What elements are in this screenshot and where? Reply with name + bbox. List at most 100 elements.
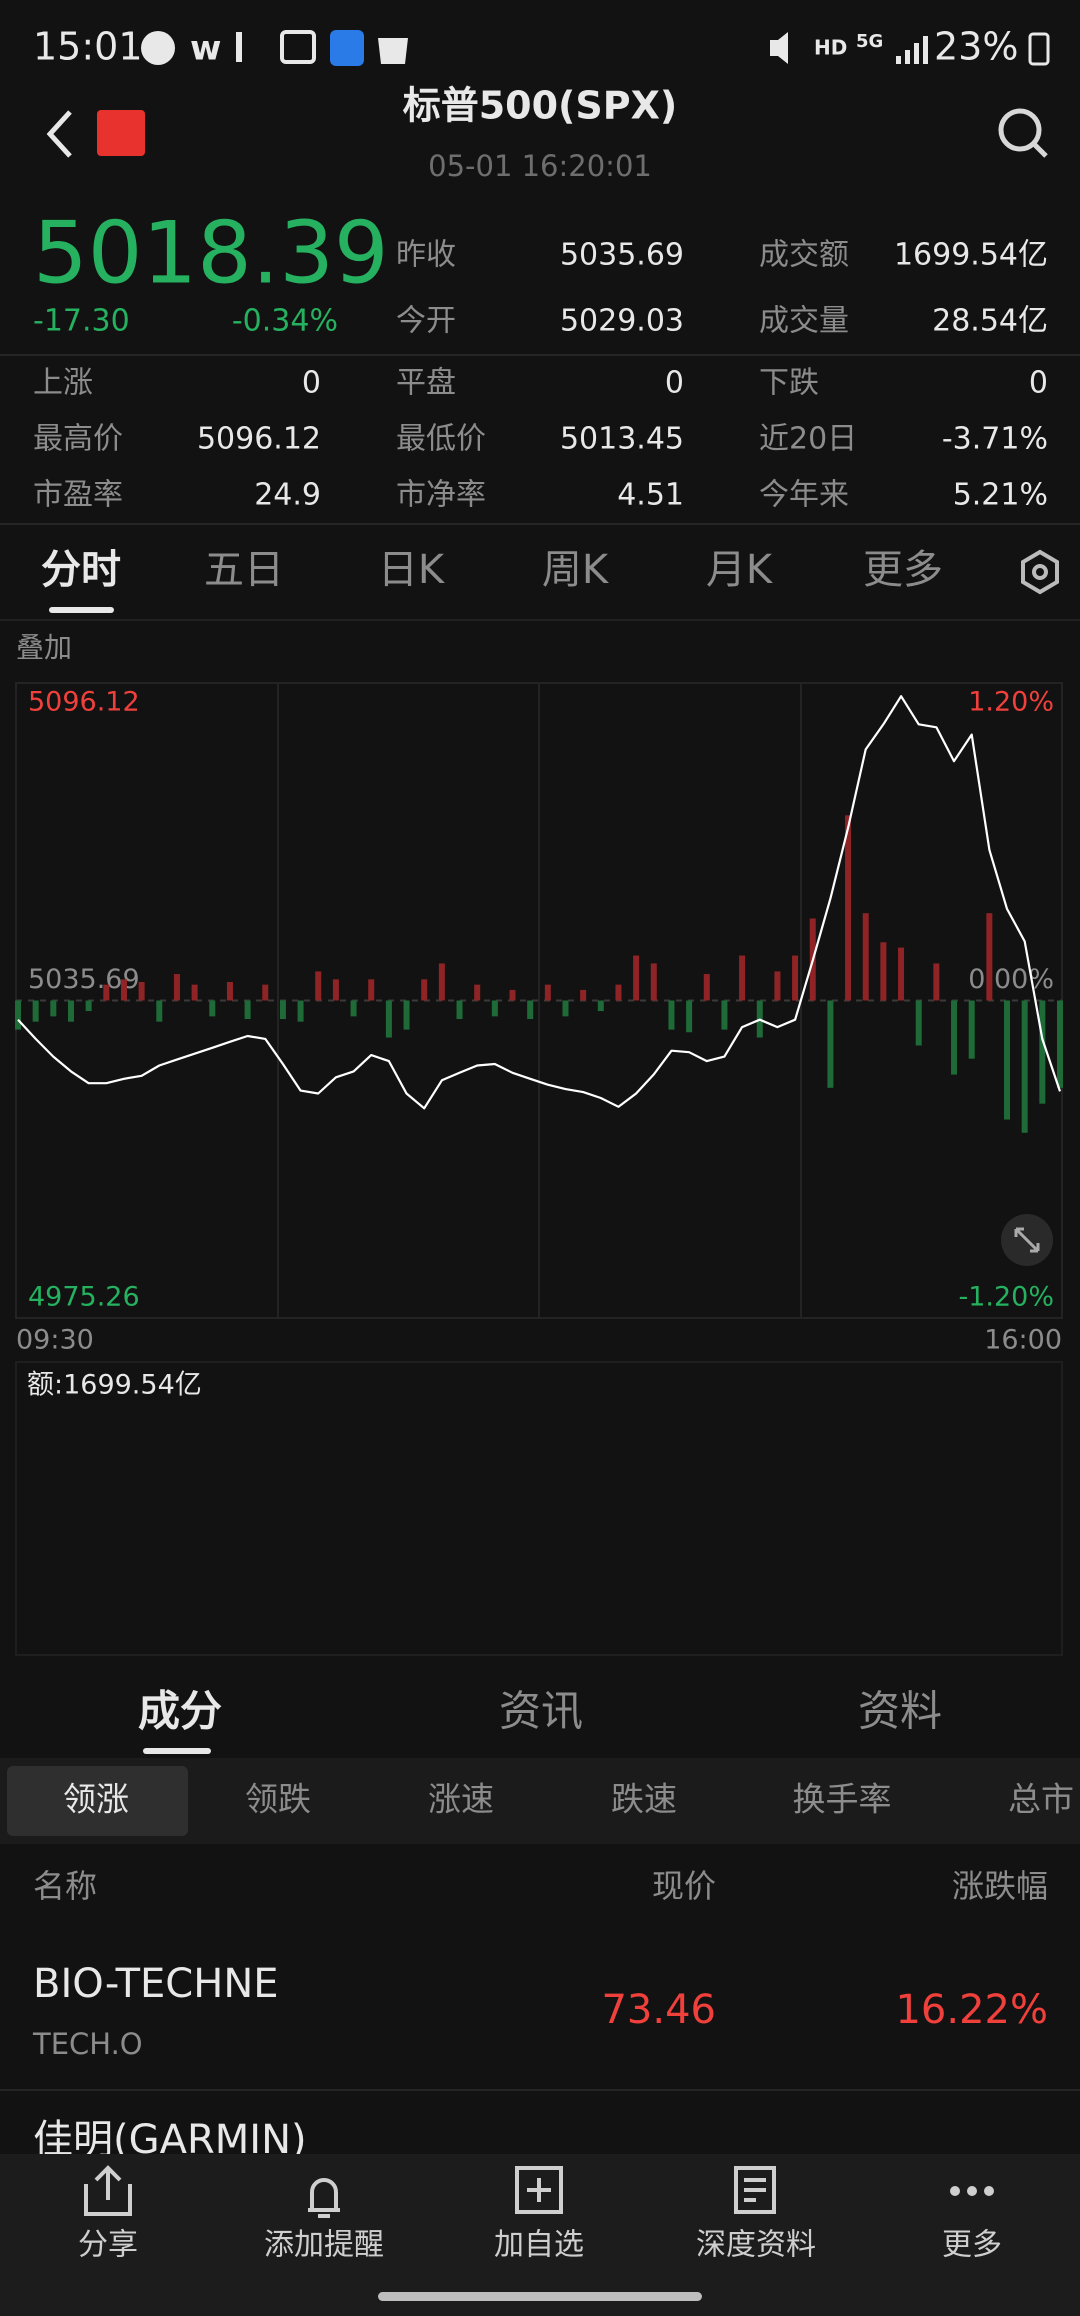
bar (915, 1000, 922, 1046)
bar (597, 1000, 604, 1012)
change: -17.30 (33, 304, 130, 339)
bar (474, 984, 481, 1001)
nav-item[interactable]: 添加提醒 (264, 2228, 384, 2263)
period-tab[interactable]: 五日 (204, 547, 284, 593)
stat-label: 最低价 (396, 422, 486, 457)
nav-item[interactable]: 分享 (78, 2228, 138, 2263)
back-button[interactable] (46, 110, 72, 158)
nav-item[interactable]: 深度资料 (696, 2228, 816, 2263)
column-header: 名称 (33, 1867, 97, 1905)
nav-item[interactable]: 更多 (942, 2228, 1002, 2263)
period-tab[interactable]: 月K (706, 547, 774, 593)
stat-value: 5035.69 (560, 238, 684, 273)
price: 5018.39 (33, 203, 389, 303)
period-tab[interactable]: 更多 (863, 547, 943, 593)
search-button[interactable] (998, 108, 1048, 158)
bar (562, 1000, 569, 1017)
settings-button[interactable] (1021, 549, 1059, 595)
section-tab[interactable]: 资料 (858, 1687, 942, 1736)
home-indicator (378, 2292, 702, 2301)
bar (862, 913, 869, 1001)
bar (103, 984, 110, 1001)
stat-value: 0 (302, 366, 321, 401)
bar (50, 1000, 57, 1017)
status-signal: 5G (856, 31, 883, 52)
bar (244, 1000, 251, 1020)
bar (774, 971, 781, 1001)
y2-tick-label: 1.20% (968, 687, 1054, 718)
stat-value: 5029.03 (560, 304, 684, 339)
stat-value: 5.21% (953, 478, 1048, 513)
stat-value: 4.51 (617, 478, 684, 513)
bar (191, 984, 198, 1001)
svg-text:w: w (190, 29, 221, 69)
stat-label: 昨收 (396, 238, 456, 273)
y2-tick-label: 0.00% (968, 964, 1054, 995)
bar (491, 1000, 498, 1017)
bar (421, 979, 428, 1001)
stock-name[interactable]: BIO-TECHNE (33, 1961, 279, 2007)
stat-value: 1699.54亿 (894, 238, 1048, 273)
stat-label: 今年来 (759, 478, 849, 513)
stat-value: -3.71% (942, 422, 1048, 457)
volume-frame (15, 1361, 1063, 1656)
bar (668, 1000, 675, 1030)
bar (968, 1000, 975, 1059)
stock-code: TECH.O (32, 2027, 143, 2061)
bar (138, 981, 145, 1001)
y2-tick-label: -1.20% (958, 1282, 1054, 1313)
bar (173, 974, 180, 1001)
status-time: 15:01 (33, 25, 143, 69)
stat-value: 0 (665, 366, 684, 401)
stat-value: 28.54亿 (932, 304, 1048, 339)
bar (544, 984, 551, 1001)
section-underline (143, 1748, 211, 1754)
bar (226, 981, 233, 1001)
bar (633, 955, 640, 1001)
bar (315, 971, 322, 1001)
stat-label: 成交量 (759, 304, 849, 339)
bar (703, 974, 710, 1001)
stock-price: 73.46 (601, 1987, 716, 2033)
subtab[interactable]: 涨速 (428, 1780, 494, 1819)
bar (1004, 1000, 1011, 1120)
expand-button[interactable] (1001, 1214, 1053, 1266)
bar (350, 1000, 357, 1017)
tab-underline (49, 607, 114, 613)
bar (845, 815, 852, 1001)
nav-item[interactable]: 加自选 (494, 2228, 584, 2263)
subtab[interactable]: 领涨 (63, 1780, 129, 1819)
y-tick-label: 4975.26 (28, 1282, 140, 1313)
period-tab[interactable]: 日K (378, 547, 446, 593)
subtab[interactable]: 领跌 (245, 1780, 311, 1819)
section-tab[interactable]: 成分 (138, 1687, 222, 1736)
subtab[interactable]: 总市 (1008, 1780, 1074, 1819)
section-tab[interactable]: 资讯 (499, 1687, 583, 1736)
stock-change: 16.22% (895, 1987, 1048, 2033)
overlay-label[interactable]: 叠加 (16, 631, 72, 664)
bar (509, 989, 516, 1001)
bar (279, 1000, 286, 1020)
subtab-active (7, 1766, 188, 1836)
stat-label: 下跌 (759, 366, 819, 401)
period-tab[interactable]: 周K (542, 547, 610, 593)
bar (951, 1000, 958, 1075)
datetime: 05-01 16:20:01 (428, 149, 652, 183)
bar (262, 984, 269, 1001)
bar (1039, 1000, 1046, 1104)
period-tab[interactable]: 分时 (41, 547, 121, 593)
subtab[interactable]: 跌速 (611, 1780, 677, 1819)
bar (898, 947, 905, 1001)
bar (986, 913, 993, 1001)
amount: 额:1699.54亿 (27, 1370, 202, 1401)
stat-label: 市净率 (396, 478, 486, 513)
bar (85, 1000, 92, 1012)
bar (120, 979, 127, 1001)
stat-label: 市盈率 (33, 478, 123, 513)
bar (615, 984, 622, 1001)
x-tick-label: 16:00 (984, 1325, 1062, 1356)
subtab[interactable]: 换手率 (793, 1780, 892, 1819)
nav-icons (84, 2165, 994, 2218)
bar (686, 1000, 693, 1033)
